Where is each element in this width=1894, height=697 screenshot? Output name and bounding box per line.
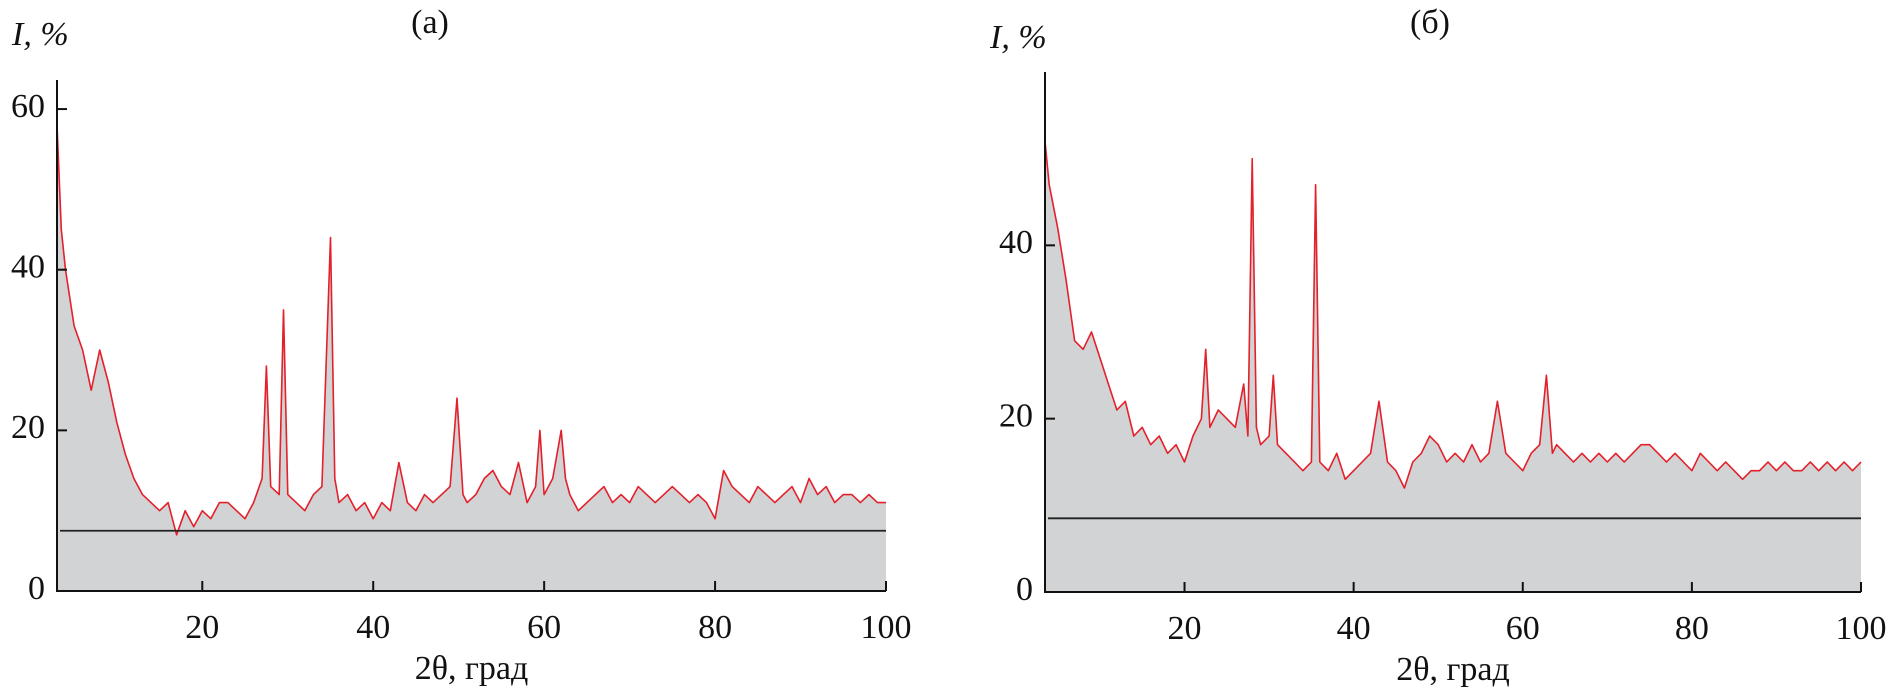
y-tick-label: 20 xyxy=(999,397,1033,434)
y-tick-label: 60 xyxy=(11,88,45,125)
y-axis-label: I, % xyxy=(989,19,1047,56)
x-tick-label: 80 xyxy=(1675,610,1709,647)
data-line xyxy=(56,125,886,536)
y-tick-label: 40 xyxy=(11,249,45,286)
panel-title: (а) xyxy=(411,4,449,41)
x-tick-label: 100 xyxy=(1836,610,1887,647)
area-fill xyxy=(1045,141,1861,593)
x-axis-label: 2θ, град xyxy=(415,650,529,687)
area-fill xyxy=(57,125,886,591)
panel-title: (б) xyxy=(1410,4,1450,41)
x-tick-label: 20 xyxy=(1168,610,1202,647)
x-axis-label: 2θ, град xyxy=(1396,651,1510,688)
x-tick-label: 80 xyxy=(698,609,732,646)
x-tick-label: 60 xyxy=(1506,610,1540,647)
x-tick-label: 60 xyxy=(527,609,561,646)
x-tick-label: 40 xyxy=(1337,610,1371,647)
x-tick-label: 20 xyxy=(185,609,219,646)
y-axis-label: I, % xyxy=(11,16,69,53)
data-line xyxy=(1044,141,1862,489)
y-tick-label: 0 xyxy=(28,570,45,607)
x-tick-label: 100 xyxy=(861,609,912,646)
x-tick-label: 40 xyxy=(356,609,390,646)
y-tick-label: 0 xyxy=(1016,571,1033,608)
y-tick-label: 20 xyxy=(11,409,45,446)
y-tick-label: 40 xyxy=(999,224,1033,261)
